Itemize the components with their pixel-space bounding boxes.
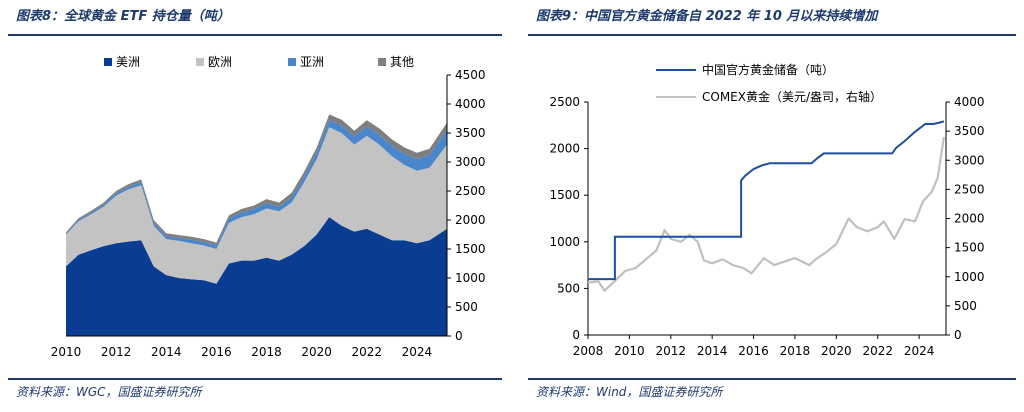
left-y-tick-label: 1000	[549, 235, 580, 249]
y-tick-label: 1500	[455, 242, 486, 256]
title-rule	[8, 34, 502, 36]
y-tick-label: 2500	[455, 184, 486, 198]
x-tick-label: 2022	[352, 345, 383, 359]
x-tick-label: 2018	[251, 345, 282, 359]
left-y-tick-label: 2000	[549, 142, 580, 156]
y-tick-label: 500	[455, 300, 478, 314]
right-y-tick-label: 4000	[954, 95, 985, 109]
x-tick-label: 2008	[573, 344, 604, 358]
left-y-tick-label: 500	[557, 281, 580, 295]
y-tick-label: 3000	[455, 155, 486, 169]
comex-gold-line	[587, 136, 945, 292]
legend-label: 其他	[390, 55, 414, 69]
x-tick-label: 2018	[780, 344, 811, 358]
x-tick-label: 2014	[151, 345, 182, 359]
x-tick-label: 2016	[201, 345, 232, 359]
asia-legend-swatch	[288, 58, 296, 66]
right-y-tick-label: 1500	[954, 241, 985, 255]
legend-label: 中国官方黄金储备（吨）	[702, 62, 834, 77]
x-tick-label: 2024	[904, 344, 935, 358]
source-rule	[8, 378, 502, 380]
x-tick-label: 2010	[614, 344, 645, 358]
legend-label: 美洲	[116, 55, 140, 69]
x-tick-label: 2020	[821, 344, 852, 358]
legend-label: COMEX黄金（美元/盎司，右轴）	[702, 89, 882, 104]
right-y-tick-label: 3000	[954, 153, 985, 167]
x-tick-label: 2016	[738, 344, 769, 358]
americas-legend-swatch	[104, 58, 112, 66]
x-tick-label: 2024	[402, 345, 433, 359]
y-tick-label: 3500	[455, 126, 486, 140]
china-reserve-panel: 图表9：中国官方黄金储备自 2022 年 10 月以来持续增加 2008 2010…	[520, 0, 1024, 412]
europe-area	[66, 127, 447, 284]
chart-source: 资料来源：Wind，国盛证券研究所	[536, 385, 723, 399]
y-tick-label: 4500	[455, 68, 486, 82]
y-tick-label: 2000	[455, 213, 486, 227]
etf-holdings-panel: 图表8：全球黄金 ETF 持仓量（吨） 2010 2012 2014 2016 2018…	[0, 0, 510, 412]
right-y-tick-label: 500	[954, 299, 977, 313]
right-y-tick-label: 1000	[954, 270, 985, 284]
right-y-tick-label: 2000	[954, 212, 985, 226]
y-tick-label: 0	[455, 329, 463, 343]
other-legend-swatch	[378, 58, 386, 66]
left-y-tick-label: 1500	[549, 188, 580, 202]
x-tick-label: 2022	[862, 344, 893, 358]
chart-source: 资料来源：WGC，国盛证券研究所	[16, 385, 202, 399]
source-rule	[528, 378, 1016, 380]
right-y-tick-label: 3500	[954, 124, 985, 138]
x-tick-label: 2012	[101, 345, 132, 359]
china-reserve-line	[588, 120, 945, 281]
americas-area	[66, 217, 447, 336]
y-tick-label: 4000	[455, 97, 486, 111]
etf-holdings-chart: 2010 2012 2014 2016 2018 2020 2022 2024 0 500 1000…	[51, 55, 486, 359]
china-reserve-chart: 2008 2010 2012 2014 2016 2018 2020 2022 2024 0 500…	[549, 62, 985, 358]
x-tick-label: 2014	[697, 344, 728, 358]
left-y-tick-label: 2500	[549, 95, 580, 109]
title-rule	[528, 34, 1016, 36]
legend-label: 欧洲	[208, 55, 232, 69]
y-tick-label: 1000	[455, 271, 486, 285]
chart-title: 图表9：中国官方黄金储备自 2022 年 10 月以来持续增加	[536, 9, 878, 24]
left-y-tick-label: 0	[572, 328, 580, 342]
x-tick-label: 2010	[51, 345, 82, 359]
right-y-tick-label: 2500	[954, 182, 985, 196]
chart-title: 图表8：全球黄金 ETF 持仓量（吨）	[16, 9, 230, 24]
europe-legend-swatch	[196, 58, 204, 66]
legend-label: 亚洲	[300, 55, 324, 69]
x-tick-label: 2020	[301, 345, 332, 359]
x-tick-label: 2012	[656, 344, 687, 358]
right-y-tick-label: 0	[954, 328, 962, 342]
